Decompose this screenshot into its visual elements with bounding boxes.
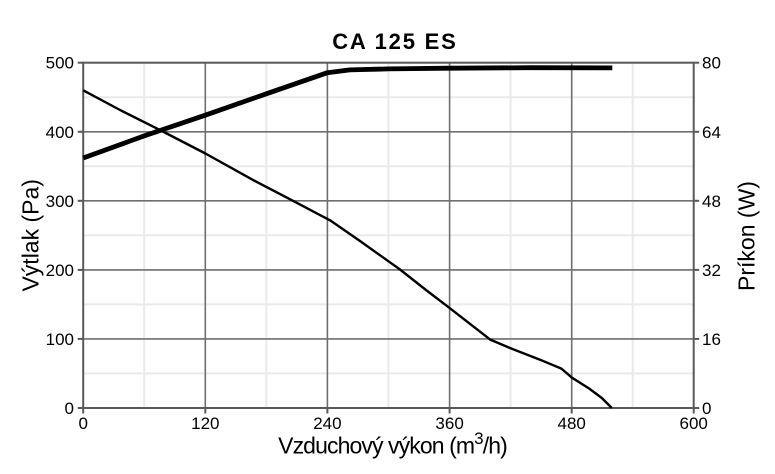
svg-text:200: 200	[46, 261, 74, 280]
svg-text:500: 500	[46, 54, 74, 73]
svg-text:100: 100	[46, 330, 74, 349]
svg-text:400: 400	[46, 123, 74, 142]
svg-text:480: 480	[558, 414, 586, 433]
svg-text:48: 48	[702, 192, 721, 211]
svg-text:0: 0	[78, 414, 87, 433]
svg-text:300: 300	[46, 192, 74, 211]
svg-text:16: 16	[702, 330, 721, 349]
svg-text:600: 600	[680, 414, 708, 433]
svg-text:360: 360	[435, 414, 463, 433]
svg-text:Výtlak (Pa): Výtlak (Pa)	[18, 179, 44, 291]
svg-text:240: 240	[313, 414, 341, 433]
svg-text:CA 125 ES: CA 125 ES	[332, 29, 456, 54]
svg-text:0: 0	[65, 399, 74, 418]
svg-text:Príkon (W): Príkon (W)	[734, 181, 760, 291]
svg-text:32: 32	[702, 261, 721, 280]
svg-text:120: 120	[191, 414, 219, 433]
svg-text:0: 0	[702, 399, 711, 418]
svg-text:Vzduchový výkon (m3/h): Vzduchový výkon (m3/h)	[278, 429, 507, 459]
svg-text:80: 80	[702, 54, 721, 73]
svg-text:64: 64	[702, 123, 721, 142]
